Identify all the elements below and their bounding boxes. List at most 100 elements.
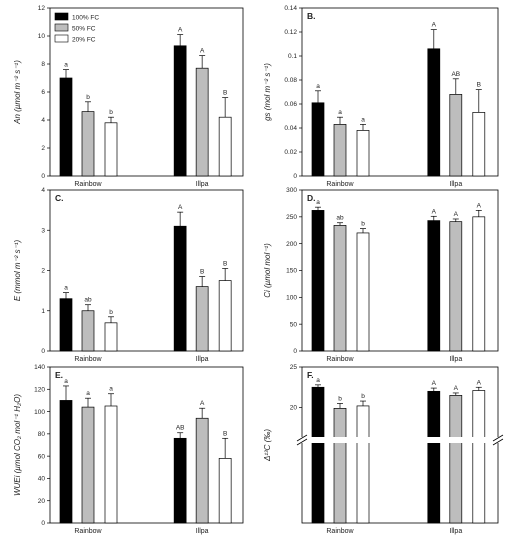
significance-letter: A — [454, 385, 459, 392]
category-label: Rainbow — [74, 528, 102, 535]
significance-letter: ab — [336, 215, 344, 222]
y-tick-label: 0.02 — [284, 149, 297, 156]
significance-letter: b — [86, 94, 90, 101]
y-tick-label: 6 — [41, 89, 45, 96]
significance-letter: A — [200, 400, 205, 407]
y-tick-label: 10 — [38, 33, 46, 40]
category-label: Illpa — [449, 356, 462, 363]
bar — [195, 67, 209, 177]
bar — [356, 232, 370, 352]
bar — [195, 417, 209, 524]
panel-label: B. — [307, 11, 316, 21]
category-label: Illpa — [449, 181, 462, 188]
bar — [59, 400, 73, 524]
category-label: Illpa — [449, 528, 462, 535]
panel-b-gs: 0 0.02 0.04 0.06 0.08 0.1 0.12 0.14 gs (mol m⁻² … — [263, 5, 499, 188]
significance-letter: A — [454, 211, 459, 218]
bar — [356, 405, 370, 524]
bar-break-gap — [448, 437, 463, 443]
bar — [81, 310, 95, 352]
significance-letter: a — [316, 83, 320, 90]
panel-f-delta13c: 20 25 Δ¹³C (‰) F.a b b Rainbow A A A Illpa — [263, 364, 504, 535]
axis-break-gap — [297, 437, 307, 443]
bar — [81, 111, 95, 177]
bar-break-gap — [356, 437, 370, 443]
significance-letter: A — [178, 27, 183, 34]
panel-label: D. — [307, 193, 316, 203]
y-tick-label: 80 — [38, 431, 46, 438]
significance-letter: a — [64, 62, 68, 69]
y-tick-label: 2 — [41, 268, 45, 275]
y-axis-label: An (µmol m⁻² s⁻¹) — [13, 60, 22, 125]
significance-letter: B — [200, 269, 204, 276]
bar — [173, 45, 187, 177]
y-tick-label: 3 — [41, 227, 45, 234]
y-tick-label: 50 — [290, 321, 298, 328]
bar — [195, 286, 209, 352]
bar — [218, 116, 232, 177]
bar — [311, 102, 325, 177]
y-tick-label: 120 — [34, 386, 45, 393]
y-tick-label: 12 — [38, 5, 46, 12]
plot-frame — [301, 7, 499, 177]
bar — [333, 225, 347, 352]
y-tick-label: 20 — [38, 498, 46, 505]
axis-break-mark — [296, 434, 308, 442]
bar — [449, 94, 463, 177]
y-tick-label: 0.14 — [284, 5, 297, 12]
significance-letter: A — [432, 380, 437, 387]
significance-letter: b — [361, 221, 365, 228]
y-tick-label: 4 — [41, 117, 45, 124]
bar-break-gap — [471, 437, 486, 443]
y-tick-label: 4 — [41, 187, 45, 194]
y-tick-label: 300 — [286, 187, 297, 194]
y-tick-label: 100 — [286, 295, 297, 302]
y-tick-label: 8 — [41, 61, 45, 68]
significance-letter: AB — [451, 71, 460, 78]
bar-break-gap — [311, 437, 325, 443]
significance-letter: a — [338, 109, 342, 116]
y-tick-label: 0.06 — [284, 101, 297, 108]
panel-d-ci: 0 50 100 150 200 250 300 Ci (µmol mol⁻¹) D. a ab b R… — [263, 187, 499, 363]
bar — [449, 395, 463, 524]
legend-swatch-20fc — [54, 34, 69, 43]
legend: 100% FC 50% FC 20% FC — [54, 12, 99, 44]
significance-letter: B — [223, 260, 227, 267]
category-label: Rainbow — [74, 181, 102, 188]
significance-letter: A — [200, 48, 205, 55]
y-tick-label: 0.1 — [288, 53, 297, 60]
bar — [333, 408, 347, 524]
y-axis-label: Ci (µmol mol⁻¹) — [263, 243, 272, 298]
axis-break-mark — [492, 434, 504, 442]
significance-letter: A — [432, 22, 437, 29]
panel-e-wuei: 0 20 40 60 80 100 120 140 WUEi (µmol CO₂ mol⁻¹ H… — [13, 364, 244, 535]
y-tick-label: 0 — [41, 348, 45, 355]
plot-frame — [301, 366, 499, 524]
y-tick-label: 20 — [290, 405, 298, 412]
category-label: Illpa — [196, 528, 209, 535]
bar — [427, 48, 441, 177]
significance-letter: A — [178, 204, 183, 211]
y-tick-label: 0 — [41, 173, 45, 180]
bar — [311, 210, 325, 352]
y-tick-label: 250 — [286, 214, 297, 221]
bar — [104, 405, 118, 524]
bar — [59, 298, 73, 352]
plot-frame — [301, 189, 499, 352]
plot-frame — [49, 189, 244, 352]
significance-letter: a — [64, 285, 68, 292]
y-tick-label: 100 — [34, 409, 45, 416]
bar — [472, 112, 486, 177]
category-label: Rainbow — [326, 356, 354, 363]
y-tick-label: 150 — [286, 268, 297, 275]
category-label: Rainbow — [74, 356, 102, 363]
category-label: Illpa — [196, 356, 209, 363]
axis-break-mark — [296, 438, 308, 446]
bar — [173, 225, 187, 352]
y-tick-label: 0 — [293, 173, 297, 180]
y-tick-label: 0.12 — [284, 29, 297, 36]
category-label: Illpa — [196, 181, 209, 188]
bar — [218, 458, 232, 524]
bar — [218, 280, 232, 352]
